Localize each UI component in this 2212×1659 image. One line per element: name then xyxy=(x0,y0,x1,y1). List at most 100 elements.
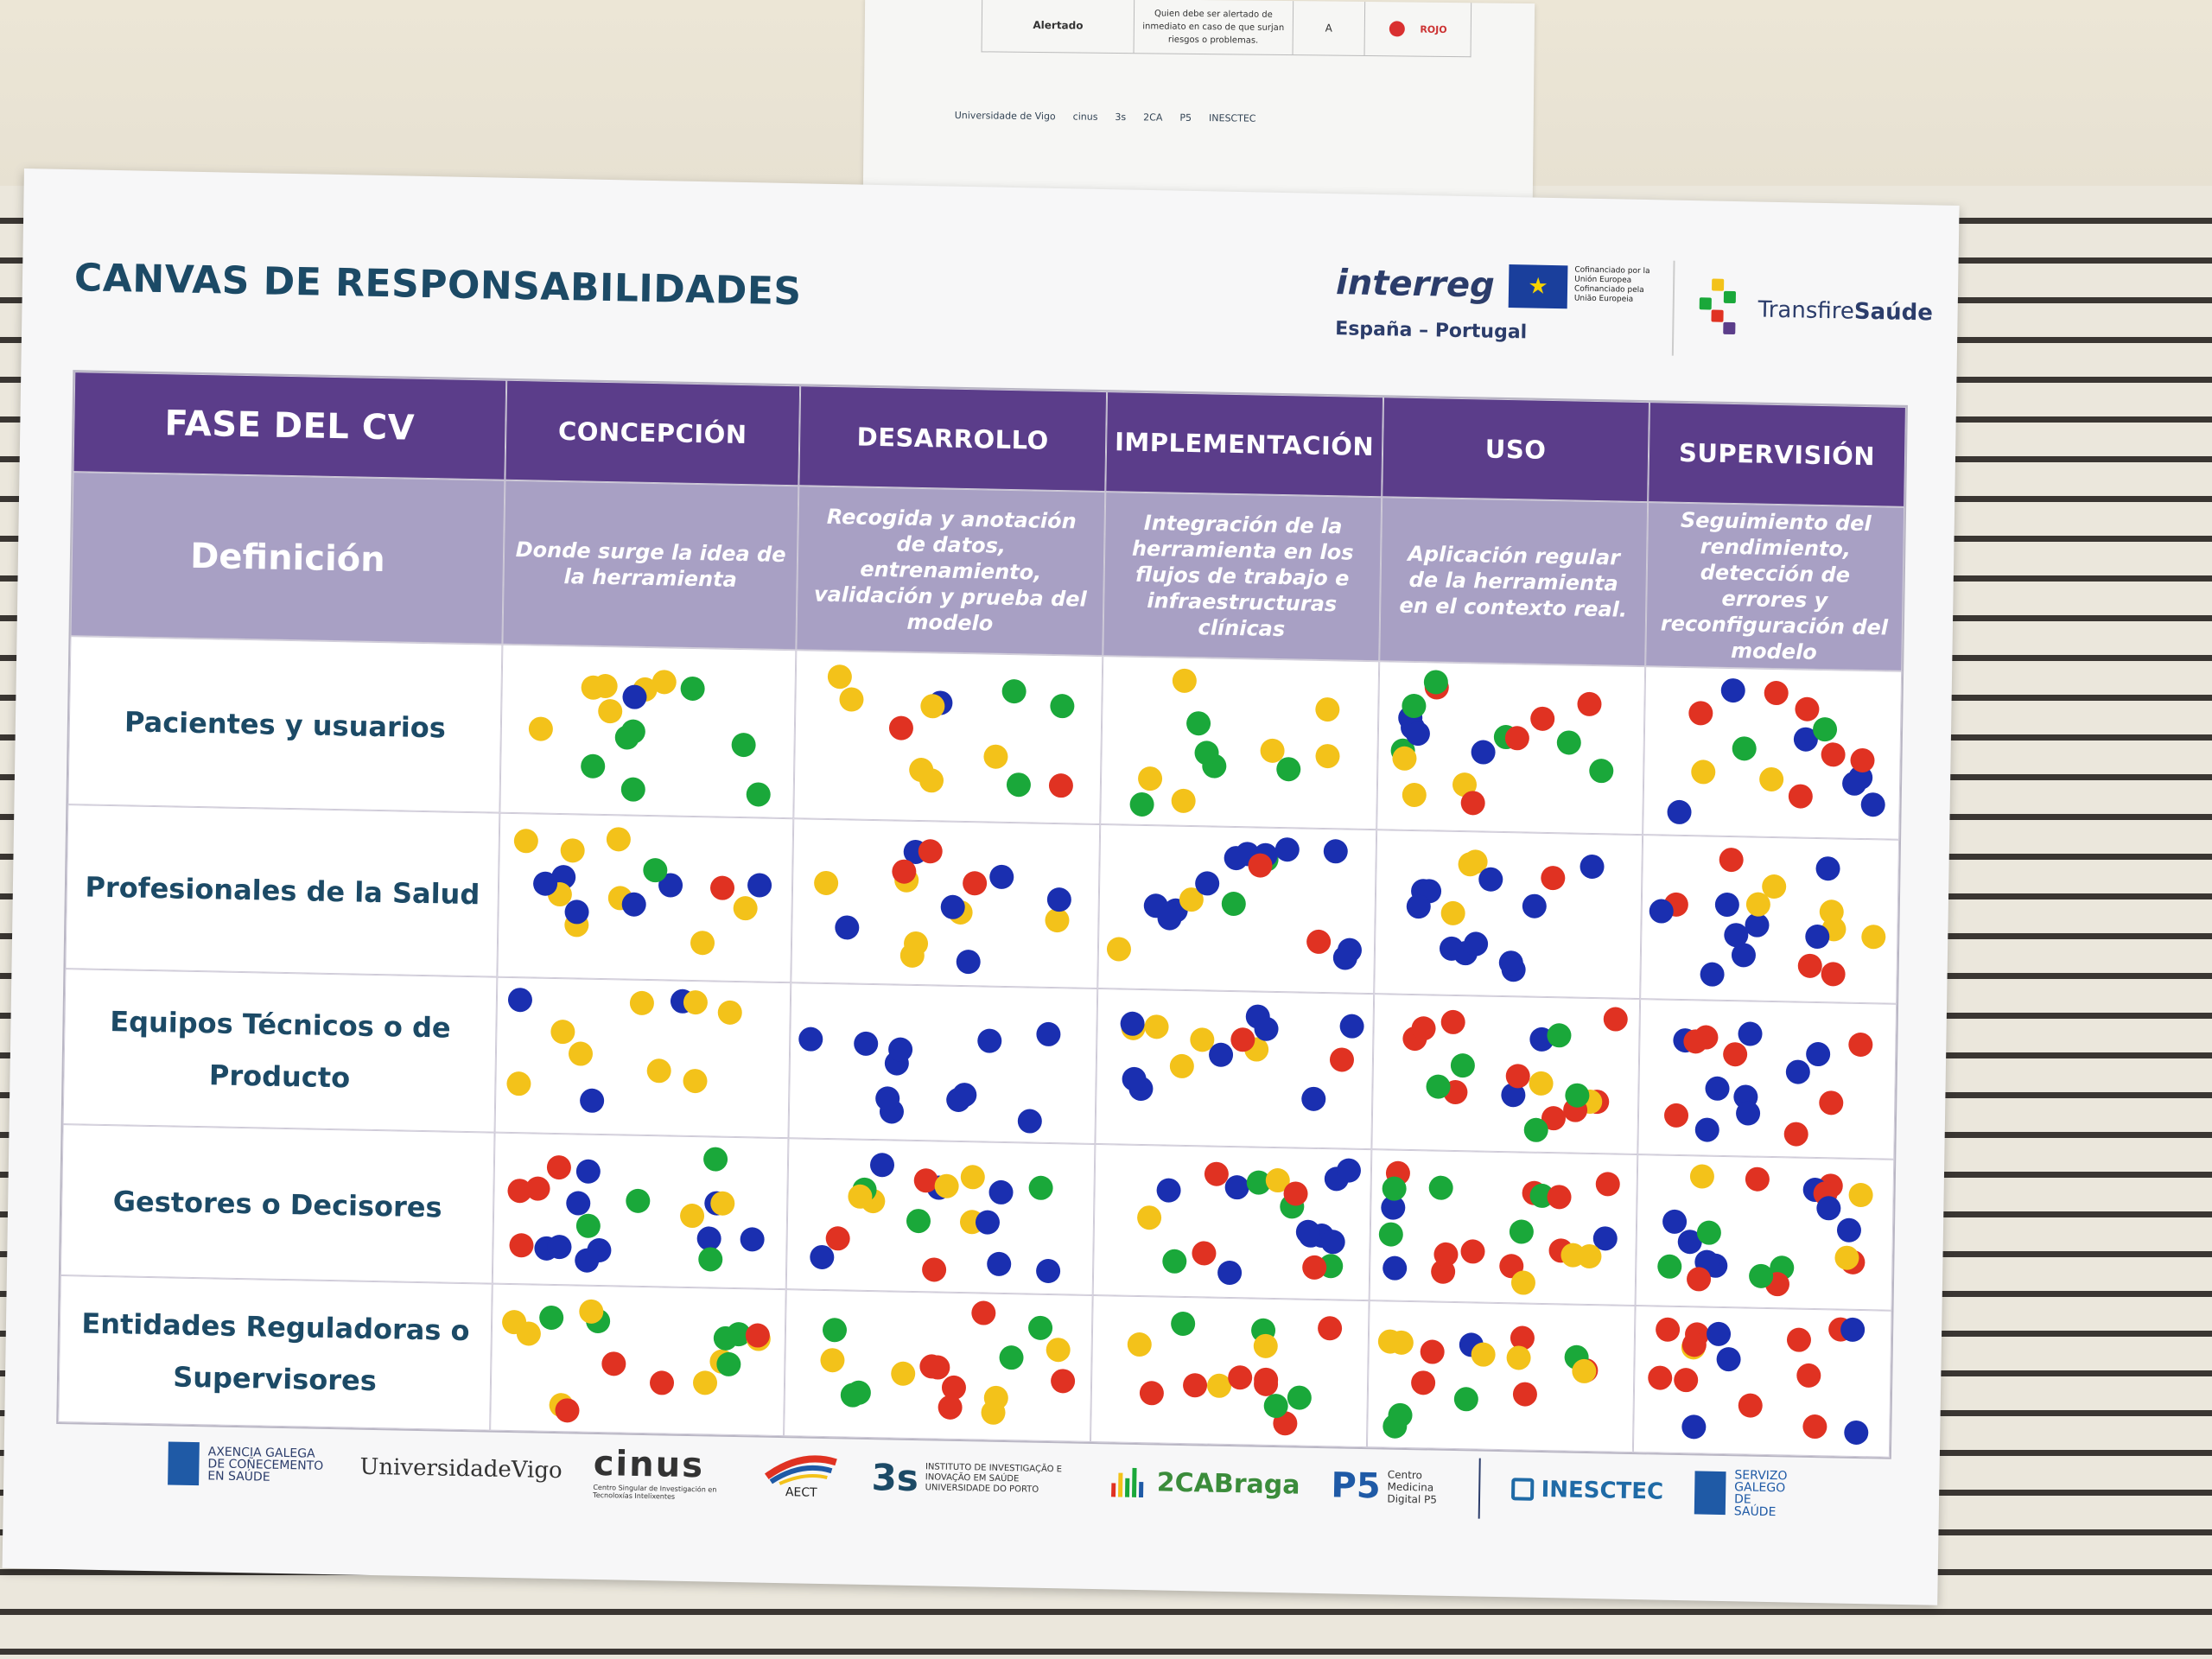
logo-aect-text: AECT xyxy=(785,1485,817,1500)
sticker-dot xyxy=(1460,790,1486,816)
sticker-dot xyxy=(1156,1178,1181,1204)
sticker-dot xyxy=(1764,681,1789,706)
sticker-dot xyxy=(1169,1054,1194,1079)
sticker-dot xyxy=(1691,760,1716,785)
sticker-dot xyxy=(825,1225,851,1251)
sticker-dot xyxy=(1848,1183,1874,1208)
sticker-dot xyxy=(1317,1316,1343,1341)
phase-header-supervision: SUPERVISIÓN xyxy=(1648,402,1906,507)
sticker-dot xyxy=(963,871,988,896)
dot-cell xyxy=(1643,666,1903,840)
sticker-dot xyxy=(1547,1023,1572,1049)
sticker-dot xyxy=(1433,1242,1459,1268)
dot-cell xyxy=(1090,1294,1370,1448)
sticker-dot xyxy=(1540,865,1566,891)
sticker-dot xyxy=(1106,937,1131,962)
upper-sheet: Alertado Quien debe ser alertado de inme… xyxy=(862,0,1535,199)
sticker-dot xyxy=(853,1031,878,1057)
dot-cell xyxy=(1092,1143,1372,1301)
sticker-dot xyxy=(1332,945,1358,970)
actor-gestores: Gestores o Decisores xyxy=(60,1124,495,1284)
sticker-dot xyxy=(1382,1255,1408,1281)
sticker-dot xyxy=(733,895,758,921)
sticker-dot xyxy=(1222,891,1247,917)
corner-header: FASE DEL CV xyxy=(73,372,507,480)
poster-title: CANVAS DE RESPONSABILIDADES xyxy=(73,256,802,315)
sticker-dot xyxy=(1295,1219,1320,1244)
sticker-dot xyxy=(1577,691,1602,716)
sticker-dot xyxy=(1758,766,1784,791)
sticker-dot xyxy=(747,873,772,898)
sticker-dot xyxy=(1185,711,1211,736)
dot-cell xyxy=(499,644,797,819)
footer-logos: AXENCIA GALEGA DE COÑECEMENTO EN SAÚDE U… xyxy=(168,1433,1796,1524)
sticker-dot xyxy=(1860,924,1886,950)
eu-flag-icon: ★ xyxy=(1508,264,1568,309)
dot-cell xyxy=(1635,1154,1895,1311)
sticker-dot xyxy=(1420,1338,1445,1364)
phase-header-concepcion: CONCEPCIÓN xyxy=(505,379,801,486)
transfire-logo: TransfireSaúde xyxy=(1694,278,1933,343)
dot-cell xyxy=(1371,994,1641,1155)
sticker-dot xyxy=(546,1154,572,1180)
upper-sheet-role: Alertado xyxy=(982,0,1135,54)
sticker-dot xyxy=(1785,1058,1811,1084)
sticker-dot xyxy=(956,949,981,975)
sticker-dot xyxy=(568,1040,593,1066)
sticker-dot xyxy=(1017,1109,1043,1134)
sticker-dot xyxy=(934,1173,959,1198)
sticker-dot xyxy=(625,1188,651,1213)
sticker-dot xyxy=(621,892,647,917)
definition-supervision: Seguimiento del rendimiento, detección d… xyxy=(1645,502,1905,671)
sticker-dot xyxy=(1603,1006,1628,1032)
sticker-dot xyxy=(1253,1333,1278,1359)
sticker-dot xyxy=(1786,1327,1811,1353)
logo-aect: AECT xyxy=(762,1451,841,1501)
sticker-dot xyxy=(1818,1090,1844,1116)
sticker-dot xyxy=(1471,1342,1496,1367)
sticker-dot xyxy=(1336,1158,1361,1183)
sticker-dot xyxy=(970,1300,996,1326)
sticker-dot xyxy=(938,1395,963,1421)
sticker-dot xyxy=(679,676,705,701)
sticker-dot xyxy=(839,687,864,713)
logo-cinus-sub: Centro Singular de Investigación en Tecn… xyxy=(593,1483,717,1501)
sticker-dot xyxy=(1389,1330,1414,1355)
sticker-dot xyxy=(745,1323,770,1348)
sticker-dot xyxy=(919,694,945,719)
sticker-dot xyxy=(513,828,539,854)
logo-p5-sub: Centro Medicina Digital P5 xyxy=(1387,1468,1438,1506)
sticker-dot xyxy=(1306,929,1332,955)
sticker-dot xyxy=(1688,700,1713,726)
sticker-dot xyxy=(1565,1083,1590,1108)
sticker-dot xyxy=(1762,874,1787,899)
dot-cell xyxy=(1637,999,1897,1160)
footer-divider xyxy=(1478,1458,1482,1519)
dot-cell xyxy=(784,1289,1093,1442)
sticker-dot xyxy=(1837,1217,1862,1243)
upper-sheet-color-name: ROJO xyxy=(1420,23,1447,35)
sticker-dot xyxy=(899,943,925,968)
sticker-dot xyxy=(1028,1315,1053,1341)
sticker-dot xyxy=(891,1361,916,1386)
sticker-dot xyxy=(1182,1372,1207,1398)
sticker-dot xyxy=(516,1320,542,1346)
sticker-dot xyxy=(1391,746,1417,772)
sticker-dot xyxy=(875,1085,900,1111)
sticker-dot xyxy=(1681,1414,1707,1440)
logo-cinus-mark: cinus xyxy=(593,1443,705,1486)
upper-logo-inesctec: INESCTEC xyxy=(1208,112,1256,124)
sticker-dot xyxy=(840,1382,865,1408)
sticker-dot xyxy=(746,781,772,807)
sticker-dot xyxy=(1171,788,1196,813)
sticker-dot xyxy=(1451,1052,1476,1078)
sticker-dot xyxy=(1274,836,1300,862)
sticker-dot xyxy=(983,744,1009,770)
header-divider xyxy=(1671,260,1675,356)
sticker-dot xyxy=(1595,1171,1620,1197)
sticker-dot xyxy=(698,1247,723,1273)
sticker-dot xyxy=(889,715,914,741)
sticker-dot xyxy=(1732,735,1757,761)
sticker-dot xyxy=(1647,1365,1673,1390)
dot-cell xyxy=(1376,661,1646,836)
